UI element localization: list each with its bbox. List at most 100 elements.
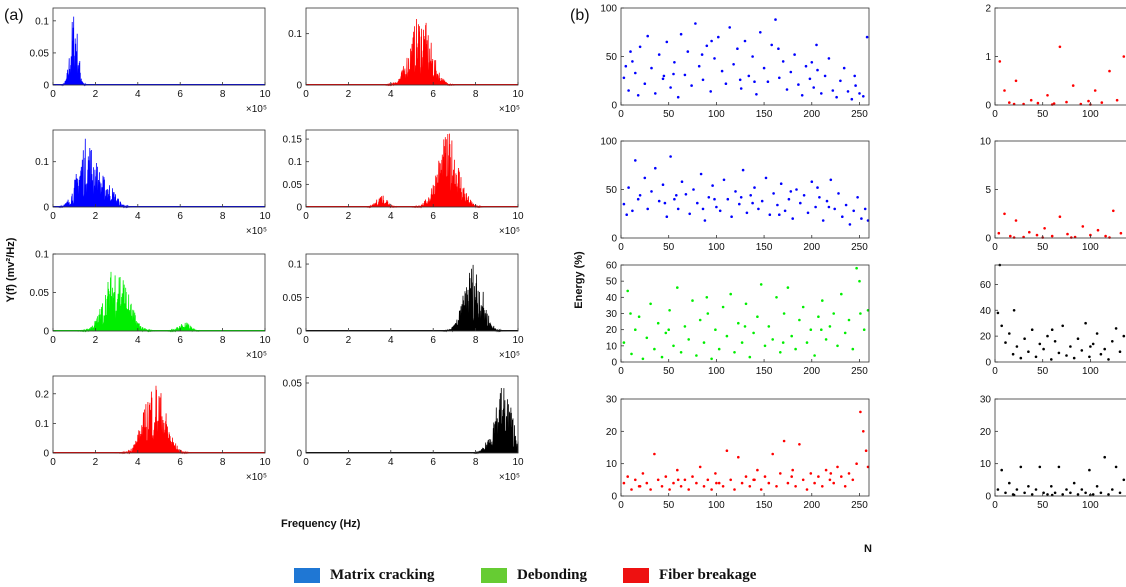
scatter-point bbox=[1015, 345, 1019, 348]
axes-frame bbox=[620, 264, 870, 363]
scatter-point bbox=[673, 197, 676, 201]
scatter-point bbox=[743, 39, 747, 43]
scatter-point bbox=[772, 192, 775, 195]
scatter-point bbox=[837, 192, 840, 195]
scatter-point bbox=[1023, 491, 1026, 495]
scatter-point bbox=[864, 449, 868, 453]
scatter-point bbox=[815, 43, 818, 47]
scatter-point bbox=[767, 481, 771, 485]
y-tick-label: 10 bbox=[606, 341, 618, 352]
x-tick-label: 0 bbox=[303, 457, 309, 468]
y-tick-label: 0.1 bbox=[288, 29, 302, 40]
scatter-point bbox=[733, 351, 736, 354]
scatter-point bbox=[725, 334, 729, 338]
scatter-point bbox=[801, 478, 805, 482]
scatter-point bbox=[778, 213, 781, 216]
subplot-a-r3c1: 0 2 4 6 8 10 0 0.05 0.1 ×10⁵ bbox=[30, 250, 271, 362]
panel-label-b: (b) bbox=[570, 7, 590, 24]
x-tick-label: 100 bbox=[1082, 109, 1099, 120]
scatter-point bbox=[1080, 488, 1084, 491]
scatter-point bbox=[653, 347, 656, 351]
scatter-point bbox=[760, 199, 764, 203]
axes-frame bbox=[52, 375, 266, 454]
scatter-point bbox=[732, 63, 735, 66]
scatter-point bbox=[779, 472, 782, 475]
x-tick-label: 250 bbox=[851, 366, 868, 377]
scatter-point bbox=[821, 485, 824, 488]
legend-label-fiber-breakage: Fiber breakage bbox=[659, 566, 757, 583]
x-tick-label: 100 bbox=[708, 366, 725, 377]
axes-frame bbox=[52, 253, 266, 332]
scatter-point bbox=[1088, 468, 1091, 472]
scatter-point bbox=[1003, 212, 1006, 216]
scatter-point bbox=[631, 209, 634, 213]
scatter-point bbox=[794, 485, 797, 488]
scatter-point bbox=[1050, 234, 1054, 238]
scatter-point bbox=[705, 44, 709, 48]
scatter-point bbox=[676, 468, 679, 472]
scatter-point bbox=[729, 292, 732, 296]
x-tick-label: 0 bbox=[992, 366, 998, 377]
y-tick-label: 5 bbox=[985, 185, 991, 196]
scatter-point bbox=[1065, 354, 1068, 357]
scatter-point bbox=[691, 299, 694, 302]
subplot-a-r1c2: 0 2 4 6 8 10 0 0.1 ×10⁵ bbox=[288, 7, 524, 115]
x-exponent-label: ×10⁵ bbox=[246, 472, 267, 483]
scatter-point bbox=[733, 488, 736, 491]
x-exponent-label: ×10⁵ bbox=[246, 350, 267, 361]
y-tick-label: 0 bbox=[296, 203, 302, 214]
x-tick-label: 10 bbox=[259, 457, 271, 468]
scatter-point bbox=[854, 84, 857, 87]
scatter-point bbox=[817, 475, 820, 478]
y-tick-label: 0 bbox=[611, 234, 617, 245]
scatter-point bbox=[809, 328, 813, 332]
x-tick-label: 100 bbox=[708, 109, 725, 120]
scatter-point bbox=[774, 18, 777, 21]
scatter-point bbox=[1058, 215, 1062, 218]
scatter-point bbox=[828, 325, 832, 328]
scatter-point bbox=[847, 472, 851, 475]
scatter-point bbox=[638, 45, 642, 49]
scatter-point bbox=[1076, 337, 1080, 341]
x-tick-label: 10 bbox=[512, 211, 524, 222]
scatter-point bbox=[1072, 481, 1076, 485]
scatter-point bbox=[816, 186, 819, 189]
scatter-point bbox=[687, 338, 690, 341]
scatter-point bbox=[1057, 465, 1061, 469]
scatter-point bbox=[736, 47, 739, 50]
scatter-point bbox=[650, 66, 653, 70]
y-tick-label: 0.1 bbox=[288, 260, 302, 271]
scatter-point bbox=[688, 212, 691, 216]
scatter-point bbox=[829, 178, 833, 182]
x-tick-label: 0 bbox=[50, 457, 56, 468]
scatter-point bbox=[1058, 45, 1062, 49]
x-tick-label: 0 bbox=[303, 211, 309, 222]
x-tick-label: 6 bbox=[430, 211, 436, 222]
x-tick-label: 100 bbox=[708, 242, 725, 253]
x-tick-label: 150 bbox=[756, 109, 773, 120]
scatter-point bbox=[860, 217, 863, 220]
scatter-point bbox=[649, 488, 652, 491]
spectrum-line bbox=[306, 387, 519, 455]
scatter-point bbox=[801, 305, 805, 309]
scatter-point bbox=[786, 286, 790, 289]
scatter-point bbox=[1030, 328, 1034, 332]
x-exponent-label: ×10⁵ bbox=[499, 350, 520, 361]
scatter-point bbox=[1071, 84, 1075, 87]
scatter-point bbox=[855, 266, 858, 270]
subplot-b-r3c2: 0501001502002500204060 bbox=[980, 263, 1126, 377]
scatter-point bbox=[660, 485, 664, 488]
y-tick-label: 60 bbox=[606, 261, 618, 272]
legend-item-debonding: Debonding bbox=[481, 566, 587, 584]
scatter-point bbox=[797, 83, 800, 86]
scatter-point bbox=[848, 223, 852, 226]
scatter-point bbox=[624, 64, 628, 68]
scatter-point bbox=[721, 485, 725, 488]
scatter-point bbox=[753, 478, 756, 482]
y-tick-label: 50 bbox=[606, 52, 618, 63]
scatter-point bbox=[1070, 236, 1073, 239]
scatter-point bbox=[799, 201, 802, 205]
scatter-point bbox=[1053, 340, 1057, 343]
